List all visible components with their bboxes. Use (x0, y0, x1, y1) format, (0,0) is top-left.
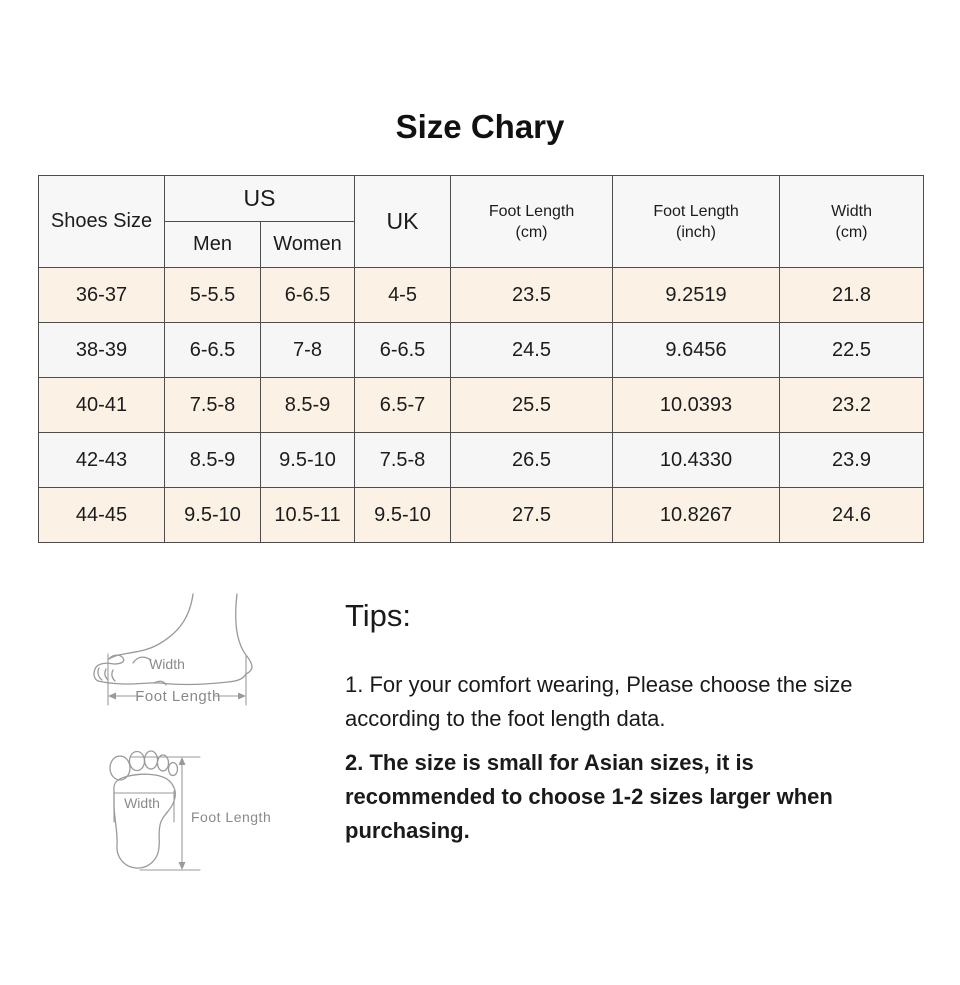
foot-sole-view-diagram: Width Foot Length (109, 750, 271, 871)
cell-width-cm: 22.5 (779, 322, 925, 378)
header-width-cm-line1: Width (831, 202, 872, 220)
cell-us-women: 7-8 (259, 322, 356, 378)
header-foot-length-cm-line2: (cm) (515, 223, 548, 241)
page-title: Size Chary (395, 108, 565, 145)
header-foot-length-inch: Foot Length (inch) (612, 175, 781, 268)
cell-uk: 4-5 (354, 267, 452, 323)
cell-us-men: 9.5-10 (164, 487, 261, 543)
cell-uk: 9.5-10 (354, 487, 452, 543)
table-row: 36-37 5-5.5 6-6.5 4-5 23.5 9.2519 21.8 (38, 267, 925, 323)
cell-uk: 6-6.5 (354, 322, 452, 378)
cell-width-cm: 21.8 (779, 267, 925, 323)
cell-us-women: 8.5-9 (259, 377, 356, 433)
cell-foot-length-cm: 23.5 (450, 267, 614, 323)
cell-foot-length-cm: 27.5 (450, 487, 614, 543)
cell-shoes-size: 38-39 (38, 322, 165, 378)
cell-foot-length-inch: 9.6456 (612, 322, 781, 378)
cell-us-women: 6-6.5 (259, 267, 356, 323)
header-foot-length-cm: Foot Length (cm) (450, 175, 614, 268)
tip-1: 1. For your comfort wearing, Please choo… (345, 672, 853, 731)
header-uk: UK (354, 175, 452, 268)
tips-heading: Tips: (345, 598, 412, 633)
cell-width-cm: 23.9 (779, 432, 925, 488)
cell-shoes-size: 36-37 (38, 267, 165, 323)
cell-width-cm: 23.2 (779, 377, 925, 433)
cell-us-women: 10.5-11 (259, 487, 356, 543)
cell-width-cm: 24.6 (779, 487, 925, 543)
sole-view-width-label: Width (124, 795, 160, 811)
cell-shoes-size: 44-45 (38, 487, 165, 543)
cell-us-men: 5-5.5 (164, 267, 261, 323)
header-us-men: Men (164, 221, 261, 268)
table-row: 44-45 9.5-10 10.5-11 9.5-10 27.5 10.8267… (38, 487, 925, 543)
header-width-cm-line2: (cm) (835, 223, 868, 241)
side-view-foot-length-label: Foot Length (135, 688, 221, 705)
tips-section: Tips: 1. For your comfort wearing, Pleas… (345, 598, 905, 848)
cell-uk: 7.5-8 (354, 432, 452, 488)
cell-us-women: 9.5-10 (259, 432, 356, 488)
header-shoes-size: Shoes Size (38, 175, 165, 268)
size-chart-table: Shoes Size US UK Foot Length (cm) Foot L… (38, 175, 925, 543)
cell-foot-length-inch: 10.0393 (612, 377, 781, 433)
cell-us-men: 6-6.5 (164, 322, 261, 378)
cell-us-men: 8.5-9 (164, 432, 261, 488)
cell-shoes-size: 42-43 (38, 432, 165, 488)
header-foot-length-inch-line1: Foot Length (653, 202, 739, 220)
header-foot-length-cm-line1: Foot Length (488, 202, 575, 220)
cell-foot-length-cm: 24.5 (450, 322, 614, 378)
sole-view-foot-length-label: Foot Length (191, 809, 271, 825)
table-row: 42-43 8.5-9 9.5-10 7.5-8 26.5 10.4330 23… (38, 432, 925, 488)
tip-2: 2. The size is small for Asian sizes, it… (345, 750, 833, 843)
arrowheads (178, 757, 186, 870)
cell-foot-length-cm: 26.5 (450, 432, 614, 488)
header-width-cm: Width (cm) (779, 175, 925, 268)
header-us: US (163, 175, 356, 222)
cell-foot-length-inch: 10.4330 (612, 432, 781, 488)
cell-foot-length-inch: 9.2519 (612, 267, 781, 323)
cell-uk: 6.5-7 (354, 377, 452, 433)
cell-us-men: 7.5-8 (164, 377, 261, 433)
side-view-width-label: Width (149, 656, 185, 672)
table-row: 38-39 6-6.5 7-8 6-6.5 24.5 9.6456 22.5 (38, 322, 925, 378)
header-foot-length-inch-line2: (inch) (676, 223, 717, 241)
cell-shoes-size: 40-41 (38, 377, 165, 433)
cell-foot-length-inch: 10.8267 (612, 487, 781, 543)
arrowheads (108, 692, 246, 700)
table-row: 40-41 7.5-8 8.5-9 6.5-7 25.5 10.0393 23.… (38, 377, 925, 433)
foot-side-view-diagram: Width Foot Length (93, 593, 253, 706)
header-us-women: Women (259, 221, 356, 268)
cell-foot-length-cm: 25.5 (450, 377, 614, 433)
